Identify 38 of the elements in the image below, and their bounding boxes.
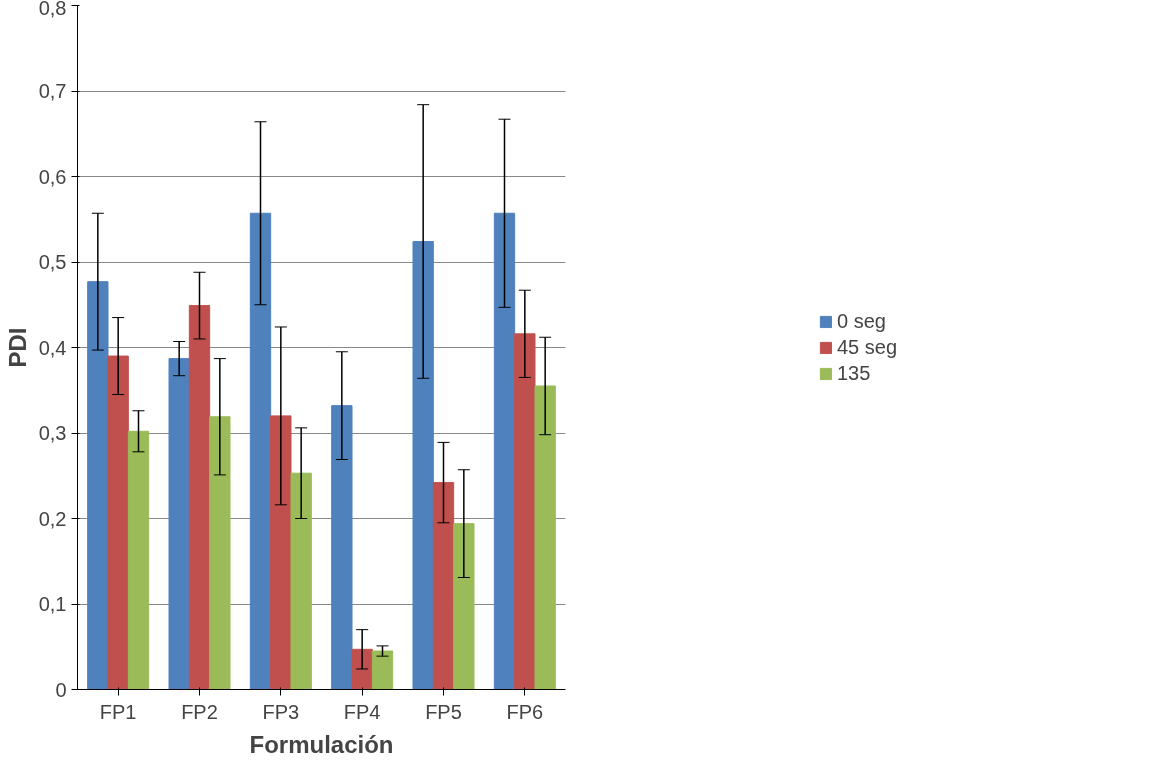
- y-tick-label: 0,1: [38, 593, 67, 615]
- bar: [331, 405, 353, 690]
- bar: [351, 648, 373, 690]
- bar: [412, 240, 434, 690]
- legend-label: 135: [836, 361, 871, 385]
- y-tick-label: 0,5: [38, 251, 67, 273]
- bar: [453, 523, 475, 690]
- x-tick-label: FP2: [181, 700, 218, 723]
- y-tick-label: 0,3: [38, 422, 67, 444]
- bar: [290, 472, 312, 690]
- bar: [514, 333, 536, 690]
- x-tick-label: FP4: [343, 700, 381, 723]
- y-tick-label: 0,8: [38, 0, 67, 19]
- bar: [127, 430, 150, 690]
- bar: [534, 385, 556, 690]
- x-tick-label: FP6: [506, 700, 544, 723]
- legend-label: 45 seg: [836, 335, 898, 359]
- bar: [249, 212, 272, 690]
- y-tick-label: 0: [55, 678, 67, 701]
- x-axis-title: Formulación: [249, 730, 394, 758]
- bar: [107, 355, 129, 690]
- bar: [168, 358, 190, 690]
- x-tick-label: FP5: [425, 700, 462, 723]
- y-tick-label: 0,2: [38, 507, 67, 530]
- x-tick-label: FP3: [262, 700, 300, 723]
- y-tick-label: 0,6: [38, 165, 67, 188]
- bar: [188, 305, 211, 690]
- legend-label: 0 seg: [836, 309, 886, 333]
- bar: [270, 415, 292, 690]
- bar: [371, 650, 394, 690]
- bar: [209, 416, 231, 690]
- x-tick-label: FP1: [99, 700, 137, 723]
- bar: [432, 482, 455, 690]
- bar: [493, 212, 516, 690]
- bar: [87, 281, 109, 690]
- y-tick-label: 0,7: [38, 80, 67, 102]
- y-tick-label: 0,4: [38, 336, 67, 359]
- y-axis-title: PDI: [3, 327, 31, 368]
